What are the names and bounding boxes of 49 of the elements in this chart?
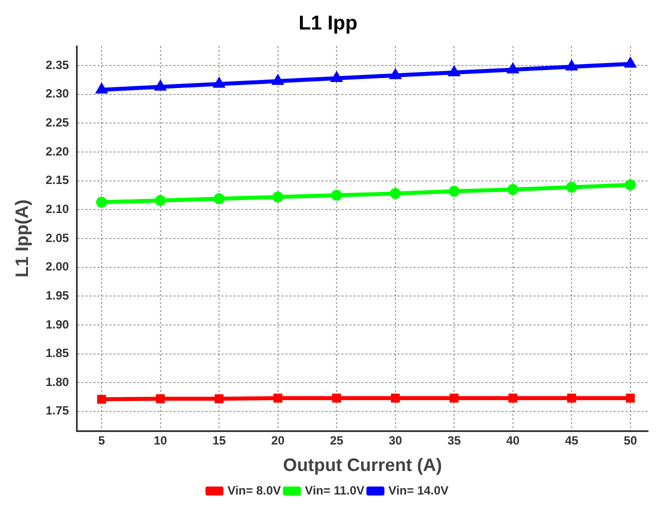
y-tick-label: 2.35 — [46, 58, 70, 72]
point — [332, 394, 342, 403]
point — [96, 196, 108, 208]
y-tick-label: 2.15 — [46, 173, 70, 188]
point — [154, 194, 166, 206]
y-tick-label: 2.05 — [46, 230, 70, 245]
y-tick-label: 1.95 — [46, 288, 70, 302]
x-tick-label: 5 — [98, 434, 106, 448]
point — [214, 394, 224, 404]
legend-label: Vin= 11.0V — [304, 483, 364, 498]
legend-label: Vin= 14.0V — [388, 483, 449, 498]
legend-label: Vin= 8.0V — [227, 483, 281, 498]
x-tick-label: 30 — [388, 434, 402, 448]
point — [390, 394, 400, 403]
point — [450, 394, 459, 403]
x-tick-label: 20 — [271, 434, 285, 448]
point — [272, 192, 284, 203]
x-tick-label: 10 — [154, 434, 168, 448]
point — [156, 394, 165, 404]
point — [448, 186, 460, 197]
point — [97, 394, 106, 404]
y-tick-label: 2.10 — [46, 202, 70, 216]
point — [507, 184, 518, 196]
x-tick-label: 45 — [564, 434, 579, 448]
x-tick-label: 35 — [447, 434, 462, 448]
point — [331, 190, 342, 201]
point — [273, 394, 282, 403]
y-tick-label: 1.80 — [46, 374, 70, 389]
x-tick-label: 25 — [330, 434, 344, 448]
x-tick-label: 15 — [212, 434, 226, 448]
y-tick-label: 1.75 — [46, 404, 70, 418]
x-tick-label: 50 — [624, 434, 638, 448]
chart-title: L1 Ipp — [298, 12, 358, 35]
point — [567, 394, 576, 403]
y-tick-label: 1.90 — [46, 317, 70, 332]
y-tick-label: 2.20 — [46, 144, 70, 158]
y-tick-label: 2.25 — [46, 116, 70, 130]
x-axis-title: Output Current (A) — [282, 455, 442, 476]
point — [624, 179, 636, 190]
y-tick-label: 2.30 — [46, 86, 70, 101]
y-axis-title: L1 Ipp(A) — [12, 200, 32, 278]
point — [566, 182, 578, 193]
point — [390, 188, 401, 200]
y-tick-label: 2.00 — [46, 260, 70, 274]
point — [508, 394, 518, 403]
point — [214, 193, 225, 204]
x-tick-label: 40 — [506, 434, 520, 448]
y-tick-label: 1.85 — [46, 346, 70, 360]
point — [626, 394, 635, 403]
